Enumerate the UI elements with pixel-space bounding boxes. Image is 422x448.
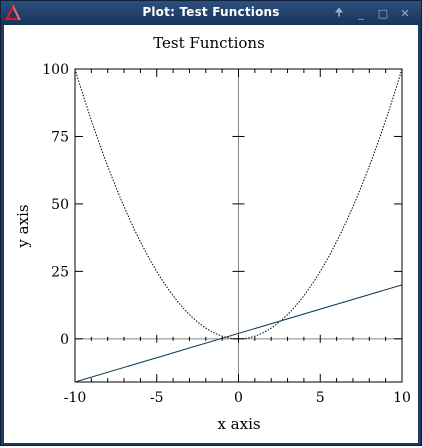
window-title: Plot: Test Functions xyxy=(142,5,280,19)
x-tick-label: 5 xyxy=(316,390,325,406)
plot-area: Test Functions -10 -5 0 5 10 0 25 50 75 100 x axi… xyxy=(4,25,418,443)
pin-icon[interactable]: 🠉 xyxy=(334,5,344,19)
minimize-icon[interactable]: _ xyxy=(358,6,364,20)
x-tick-label: -10 xyxy=(64,390,87,406)
y-tick-label: 0 xyxy=(60,332,69,348)
y-tick-label: 25 xyxy=(51,264,69,280)
title-bar[interactable]: Plot: Test Functions 🠉 _ □ ✕ xyxy=(1,1,421,25)
maximize-icon[interactable]: □ xyxy=(377,6,389,20)
y-tick-label: 50 xyxy=(51,197,69,213)
close-icon[interactable]: ✕ xyxy=(400,6,410,20)
y-axis-label: y axis xyxy=(14,204,32,248)
series-line-0 xyxy=(74,68,403,340)
y-tick-label: 75 xyxy=(51,129,69,145)
x-tick-label: 10 xyxy=(393,390,411,406)
window-controls: 🠉 _ □ ✕ xyxy=(331,4,413,22)
x-axis-label: x axis xyxy=(217,415,260,433)
y-tick-label: 100 xyxy=(42,62,69,78)
series-line-1 xyxy=(74,284,403,383)
chart-title: Test Functions xyxy=(153,34,265,52)
x-tick-label: -5 xyxy=(150,390,164,406)
triangle-app-icon[interactable] xyxy=(4,3,22,21)
x-tick-label: 0 xyxy=(234,390,243,406)
